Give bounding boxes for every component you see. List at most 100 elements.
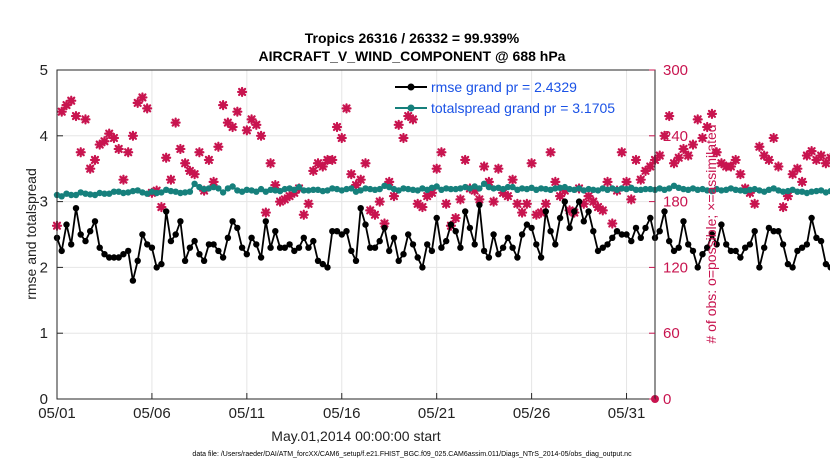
rmse-point [509, 244, 516, 251]
rmse-point [599, 244, 606, 251]
rmse-point [215, 247, 222, 255]
obs-marker [483, 176, 494, 187]
footer-data-file: data file: /Users/raeder/DAI/ATM_forcXX/… [192, 451, 632, 458]
rmse-point [77, 231, 84, 238]
rmse-point [784, 260, 792, 268]
rmse-point [300, 234, 307, 241]
rmse-point [490, 231, 497, 238]
rmse-point [480, 247, 488, 255]
obs-marker [455, 194, 466, 205]
totalspread-point [732, 186, 739, 193]
totalspread-point [87, 191, 94, 198]
totalspread-point [490, 185, 497, 192]
totalspread-point [409, 186, 417, 193]
rmse-point [219, 254, 227, 261]
totalspread-point [642, 185, 649, 193]
x-axis-label: May.01,2014 00:00:00 start [271, 428, 441, 444]
rmse-point [87, 228, 94, 235]
obs-marker [189, 169, 200, 180]
rmse-point [613, 228, 621, 235]
rmse-point [181, 257, 189, 264]
rmse-point [395, 257, 402, 264]
obs-marker [597, 205, 608, 216]
x-tick-label: 05/21 [418, 405, 456, 422]
rmse-point [110, 254, 118, 261]
totalspread-point [518, 185, 526, 192]
obs-marker [426, 187, 438, 198]
rmse-point [561, 198, 568, 205]
totalspread-point [215, 185, 222, 192]
totalspread-point [647, 185, 654, 193]
chart-title-line2: AIRCRAFT_V_WIND_COMPONENT @ 688 hPa [259, 48, 566, 64]
obs-marker [540, 198, 551, 209]
obs-marker [431, 163, 442, 174]
rmse-point [575, 198, 583, 205]
obs-marker [336, 132, 347, 144]
rmse-point [371, 244, 379, 251]
rmse-point [518, 231, 526, 238]
obs-marker [583, 191, 594, 202]
rmse-point [803, 241, 811, 248]
obs-marker [360, 158, 371, 169]
totalspread-point [386, 183, 393, 191]
totalspread-point [637, 186, 644, 193]
rmse-point [243, 251, 250, 258]
rmse-point [424, 241, 431, 248]
rmse-point [186, 244, 194, 251]
y-left-tick-label: 4 [40, 128, 48, 145]
rmse-point [670, 247, 678, 255]
rmse-point [504, 234, 512, 241]
rmse-point [134, 257, 141, 264]
totalspread-point [817, 187, 825, 194]
rmse-point [262, 218, 269, 225]
totalspread-point [400, 185, 407, 192]
obs-marker [635, 174, 646, 185]
rmse-point [357, 205, 364, 212]
obs-marker [260, 207, 271, 218]
totalspread-point [333, 185, 341, 193]
obs-marker [607, 218, 618, 229]
obs-marker [417, 201, 428, 213]
rmse-point [433, 214, 440, 222]
obs-marker [308, 165, 319, 176]
totalspread-point [177, 189, 184, 197]
rmse-point [661, 208, 668, 215]
x-tick-label: 05/06 [133, 405, 171, 422]
rmse-point [148, 244, 156, 251]
totalspread-point [779, 188, 787, 195]
rmse-point [765, 224, 773, 232]
rmse-point [96, 244, 103, 251]
totalspread-point [580, 187, 587, 194]
obs-marker [132, 97, 143, 108]
rmse-point [234, 224, 241, 232]
obs-marker [222, 117, 233, 128]
rmse-point [229, 218, 236, 225]
totalspread-point [585, 185, 592, 193]
obs-marker [236, 86, 248, 98]
rmse-point [604, 241, 611, 248]
rmse-point [537, 254, 545, 261]
obs-marker [763, 154, 775, 166]
obs-marker [279, 194, 290, 205]
obs-marker [137, 92, 148, 103]
rmse-point [205, 241, 213, 248]
rmse-point [409, 241, 417, 248]
y-left-tick-label: 5 [40, 62, 48, 79]
obs-marker [474, 194, 485, 205]
rmse-point [276, 244, 284, 251]
obs-marker [645, 161, 656, 172]
totalspread-point [96, 189, 103, 197]
obs-marker [441, 198, 452, 209]
totalspread-point [262, 188, 269, 195]
legend-rmse-text: rmse grand pr = 2.4329 [431, 79, 577, 95]
obs-marker [450, 212, 461, 224]
totalspread-point [68, 191, 75, 199]
obs-marker [616, 147, 627, 158]
rmse-point [632, 224, 640, 232]
totalspread-point [476, 185, 483, 192]
obs-marker [265, 158, 276, 169]
totalspread-point [594, 187, 602, 194]
rmse-point [405, 231, 412, 238]
rmse-point [329, 228, 336, 235]
